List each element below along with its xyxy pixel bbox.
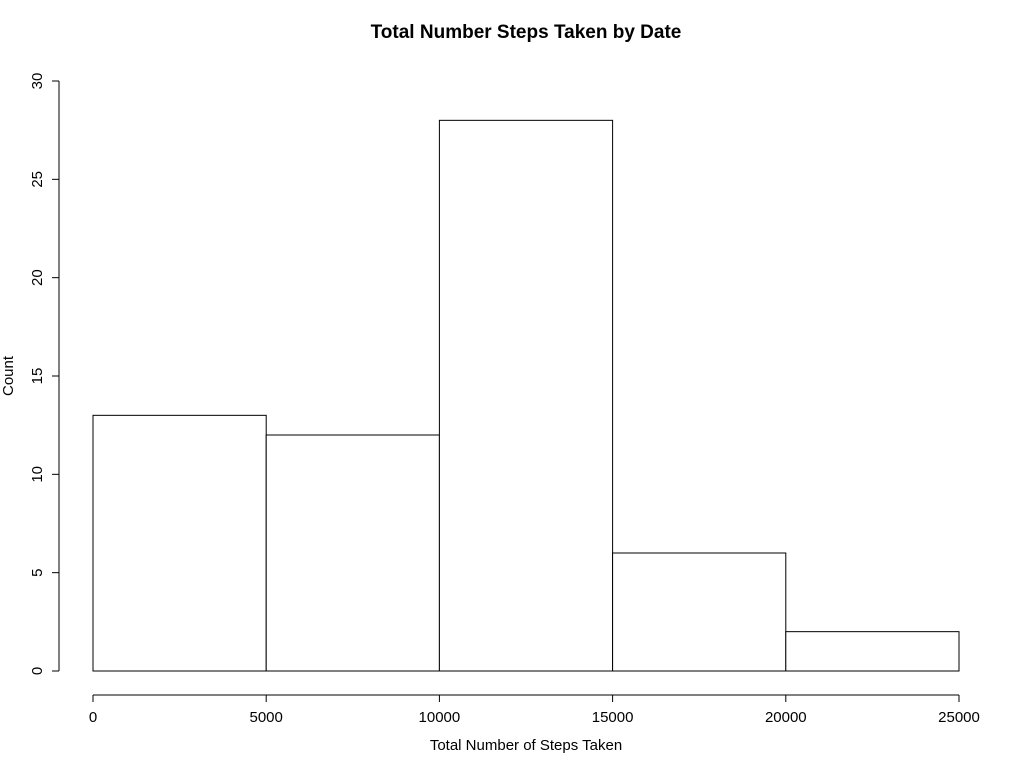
x-tick-label-3: 15000 [592, 709, 634, 726]
histogram-bar-1 [265, 434, 440, 672]
y-axis: 0 5 10 15 20 25 30 [29, 73, 60, 675]
x-axis-label: Total Number of Steps Taken [430, 737, 622, 754]
y-tick-label-0: 0 [29, 667, 46, 675]
chart-title: Total Number Steps Taken by Date [371, 22, 682, 43]
bars-group [92, 119, 960, 672]
x-tick-label-5: 25000 [938, 709, 980, 726]
x-tick-label-4: 20000 [765, 709, 807, 726]
y-tick-label-4: 20 [29, 269, 46, 286]
y-axis-label: Count [0, 355, 17, 396]
y-tick-label-3: 15 [29, 368, 46, 385]
x-tick-label-0: 0 [89, 709, 97, 726]
y-tick-label-6: 30 [29, 73, 46, 90]
x-tick-label-1: 5000 [250, 709, 283, 726]
x-axis: 0 5000 10000 15000 20000 25000 [89, 694, 980, 726]
y-tick-label-2: 10 [29, 466, 46, 483]
y-tick-label-1: 5 [29, 568, 46, 576]
histogram-bar-4 [785, 631, 960, 672]
histogram-bar-3 [612, 552, 787, 672]
histogram-bar-0 [92, 414, 267, 672]
x-tick-label-2: 10000 [419, 709, 461, 726]
histogram-bar-2 [438, 119, 614, 672]
y-tick-label-5: 25 [29, 171, 46, 188]
